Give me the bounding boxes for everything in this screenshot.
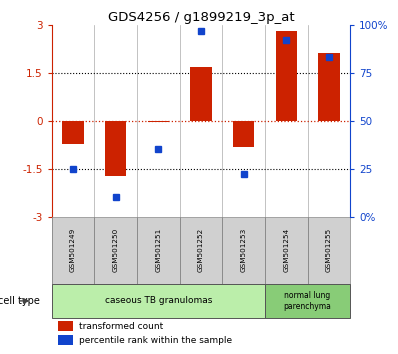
Bar [179,217,222,284]
Bar [275,30,297,121]
Bar [52,217,94,284]
Text: GSM501249: GSM501249 [70,228,76,272]
Bar [94,217,137,284]
Bar [137,217,179,284]
Text: cell type: cell type [0,296,40,306]
Bar [222,217,265,284]
Text: normal lung
parenchyma: normal lung parenchyma [284,291,332,310]
Bar [265,284,350,318]
Title: GDS4256 / g1899219_3p_at: GDS4256 / g1899219_3p_at [108,11,294,24]
Bar [318,53,339,121]
Text: GSM501254: GSM501254 [283,228,289,272]
Text: GSM501251: GSM501251 [155,228,161,272]
Text: percentile rank within the sample: percentile rank within the sample [79,336,232,345]
Text: caseous TB granulomas: caseous TB granulomas [105,296,212,306]
Text: transformed count: transformed count [79,322,163,331]
Text: GSM501255: GSM501255 [326,228,332,272]
Bar [190,67,212,121]
Bar [105,121,127,176]
Bar [58,336,73,346]
Bar [233,121,254,147]
Bar [62,121,84,144]
Bar [308,217,350,284]
Bar [52,284,265,318]
Bar [148,121,169,122]
Text: GSM501253: GSM501253 [241,228,247,272]
Text: GSM501250: GSM501250 [113,228,119,272]
Text: GSM501252: GSM501252 [198,228,204,272]
Bar [58,321,73,331]
Bar [265,217,308,284]
